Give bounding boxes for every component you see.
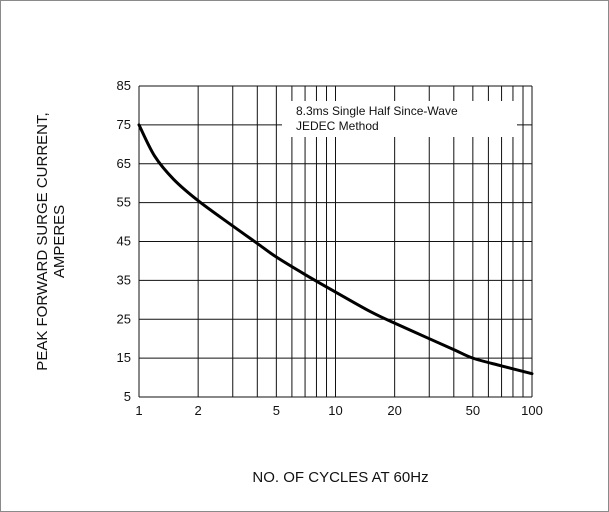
y-tick-label: 55 xyxy=(117,195,131,210)
y-axis-label-line-2: AMPERES xyxy=(51,205,68,278)
y-tick-label: 45 xyxy=(117,234,131,249)
x-tick-label: 1 xyxy=(135,403,142,418)
y-tick-label: 65 xyxy=(117,156,131,171)
y-axis-label-line-1: PEAK FORWARD SURGE CURRENT, xyxy=(34,112,51,370)
y-tick-label: 85 xyxy=(117,78,131,93)
y-tick-label: 15 xyxy=(117,350,131,365)
surge-current-curve xyxy=(137,123,534,376)
annotation-line-1: 8.3ms Single Half Since-Wave xyxy=(296,104,458,118)
y-tick-label: 35 xyxy=(117,272,131,287)
series xyxy=(137,123,534,376)
x-axis-label: NO. OF CYCLES AT 60Hz xyxy=(252,469,428,486)
annotation-box xyxy=(282,101,517,137)
y-tick-label: 5 xyxy=(124,389,131,404)
x-tick-label: 10 xyxy=(328,403,342,418)
x-tick-label: 2 xyxy=(195,403,202,418)
x-tick-label: 100 xyxy=(521,403,543,418)
annotation-line-2: JEDEC Method xyxy=(296,119,379,133)
y-tick-label: 75 xyxy=(117,117,131,132)
x-tick-label: 50 xyxy=(466,403,480,418)
grid xyxy=(138,85,533,398)
y-tick-label: 25 xyxy=(117,311,131,326)
x-tick-label: 20 xyxy=(387,403,401,418)
x-tick-label: 5 xyxy=(273,403,280,418)
